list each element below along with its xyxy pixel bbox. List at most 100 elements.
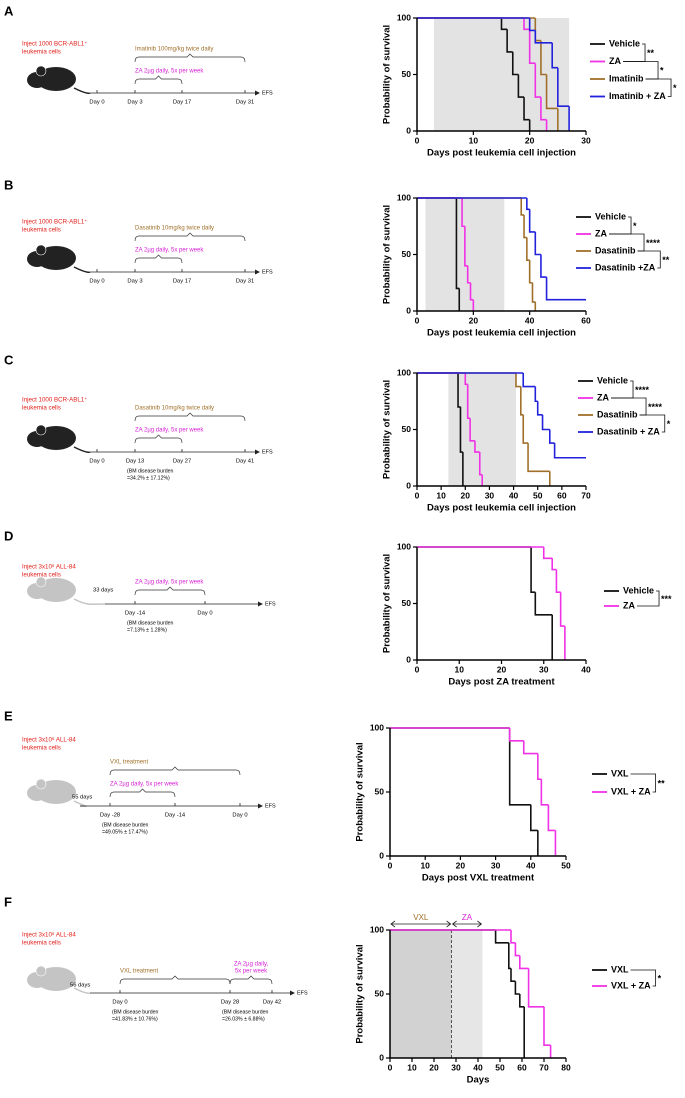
timeline-end: EFS bbox=[265, 601, 276, 607]
legend-label: ZA bbox=[609, 56, 621, 66]
x-tick-label: 70 bbox=[581, 490, 591, 500]
survival-step bbox=[530, 804, 538, 832]
inject-label: Inject 3x10⁶ ALL-84 bbox=[22, 564, 76, 571]
y-tick-label: 0 bbox=[406, 125, 411, 135]
survival-step bbox=[510, 930, 516, 944]
day-label: Day 42 bbox=[263, 1000, 281, 1006]
significance-label: ** bbox=[658, 778, 666, 788]
x-axis-label: Days bbox=[467, 1075, 490, 1086]
mouse-body bbox=[36, 246, 76, 270]
panel-letter: C bbox=[4, 352, 14, 367]
x-tick-label: 20 bbox=[429, 1062, 439, 1072]
treatment-label: VXL treatment bbox=[110, 760, 148, 766]
survival-step bbox=[461, 198, 465, 228]
survival-step bbox=[540, 779, 549, 806]
legend-label: Dasatinib + ZA bbox=[597, 426, 660, 436]
day-label: Day 13 bbox=[126, 459, 144, 465]
timeline-end: EFS bbox=[262, 449, 273, 455]
survival-step bbox=[537, 753, 542, 780]
y-tick-label: 100 bbox=[397, 192, 411, 202]
survival-step bbox=[543, 1006, 551, 1046]
day-label: Day 0 bbox=[89, 279, 104, 285]
survival-step bbox=[522, 373, 536, 388]
legend-label: Dasatinib bbox=[597, 409, 638, 419]
y-tick-label: 50 bbox=[402, 69, 412, 79]
treatment-label: 5x per week bbox=[235, 969, 268, 975]
phase-arrow bbox=[390, 920, 452, 928]
mouse-ear bbox=[35, 965, 47, 977]
day-label: Day 17 bbox=[173, 100, 191, 106]
survival-step bbox=[530, 547, 536, 593]
panel-letter: D bbox=[4, 528, 13, 543]
inject-label: leukemia cells bbox=[22, 745, 61, 752]
y-tick-label: 0 bbox=[379, 1052, 384, 1062]
significance-bracket bbox=[630, 969, 657, 987]
x-tick-label: 20 bbox=[525, 135, 535, 145]
timeline-arrow bbox=[255, 90, 260, 96]
x-axis-label: Days post leukemia cell injection bbox=[427, 148, 576, 159]
treatment-label: ZA 2µg daily, 5x per week bbox=[135, 69, 204, 75]
day-label: Day -14 bbox=[165, 813, 186, 819]
x-tick-label: 80 bbox=[561, 1062, 571, 1072]
survival-step bbox=[528, 18, 536, 32]
timeline-arrow bbox=[258, 803, 263, 809]
survival-step bbox=[466, 384, 471, 419]
survival-step bbox=[466, 265, 471, 284]
significance-label: ** bbox=[662, 255, 670, 265]
burden-label: (BM disease burden bbox=[112, 1009, 159, 1015]
survival-step bbox=[528, 260, 533, 284]
survival-step bbox=[457, 373, 461, 408]
mouse-tail bbox=[73, 446, 91, 454]
x-tick-label: 50 bbox=[533, 490, 543, 500]
x-tick-label: 50 bbox=[561, 860, 571, 870]
survival-step bbox=[540, 40, 547, 76]
inject-label: leukemia cells bbox=[22, 49, 61, 56]
mouse-ear bbox=[35, 65, 47, 77]
significance-bracket bbox=[637, 590, 660, 607]
x-tick-label: 30 bbox=[539, 664, 549, 674]
treatment-bracket bbox=[134, 53, 246, 63]
treatment-window bbox=[448, 373, 516, 486]
significance-bracket bbox=[630, 773, 657, 793]
burden-label: (BM disease burden bbox=[102, 822, 149, 828]
treatment-label: Imatinib 100mg/kg twice daily bbox=[135, 47, 213, 53]
legend-label: Imatinib + ZA bbox=[609, 91, 666, 101]
significance-bracket bbox=[639, 414, 666, 433]
x-tick-label: 40 bbox=[526, 860, 536, 870]
legend-label: Imatinib bbox=[609, 73, 644, 83]
y-tick-label: 100 bbox=[397, 12, 411, 22]
x-axis-label: Days post ZA treatment bbox=[448, 677, 555, 688]
treatment-label: ZA 2µg daily, bbox=[234, 962, 269, 968]
y-tick-label: 100 bbox=[397, 541, 411, 551]
survival-step bbox=[548, 429, 555, 444]
x-tick-label: 20 bbox=[497, 664, 507, 674]
timeline-end: EFS bbox=[262, 269, 273, 275]
timeline-arrow bbox=[290, 990, 295, 996]
survival-step bbox=[526, 237, 530, 261]
day-label: Day -28 bbox=[100, 813, 120, 819]
survival-step bbox=[534, 386, 538, 403]
y-tick-label: 50 bbox=[402, 249, 412, 259]
x-tick-label: 10 bbox=[469, 135, 479, 145]
x-tick-label: 20 bbox=[469, 315, 479, 325]
survival-step bbox=[519, 994, 525, 1008]
survival-step bbox=[527, 443, 550, 473]
significance-bracket bbox=[637, 250, 661, 269]
survival-step bbox=[469, 282, 474, 301]
phase-window bbox=[390, 930, 452, 1058]
x-tick-label: 0 bbox=[415, 135, 420, 145]
x-tick-label: 10 bbox=[455, 664, 465, 674]
x-tick-label: 30 bbox=[451, 1062, 461, 1072]
mouse-tail bbox=[73, 800, 87, 808]
phase-label: ZA bbox=[462, 913, 473, 922]
x-tick-label: 0 bbox=[415, 490, 420, 500]
y-tick-label: 100 bbox=[370, 722, 384, 732]
significance-label: **** bbox=[646, 238, 661, 248]
day-label: Day 0 bbox=[89, 459, 104, 465]
timeline-end: EFS bbox=[262, 90, 273, 96]
survival-step bbox=[526, 198, 530, 211]
y-axis-label: Probability of survival bbox=[382, 25, 393, 124]
survival-step bbox=[478, 452, 483, 476]
treatment-bracket bbox=[134, 434, 183, 444]
inject-label: Inject 3x10⁶ ALL-84 bbox=[22, 932, 76, 939]
